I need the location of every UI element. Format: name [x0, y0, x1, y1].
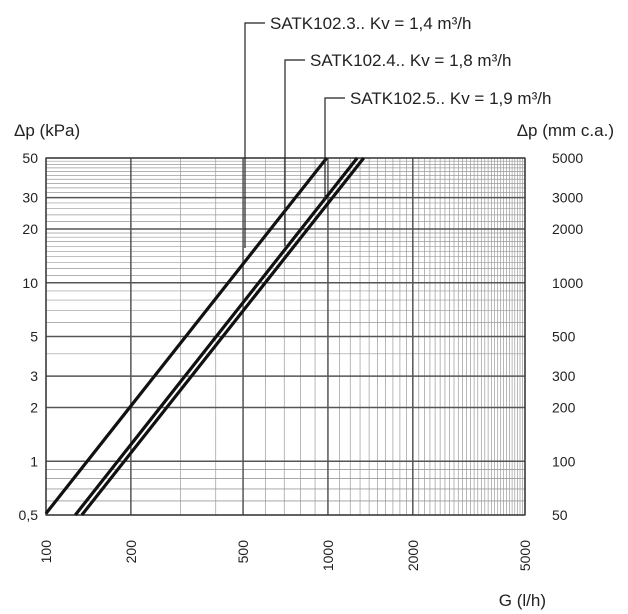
- y-tick-label-right: 5000: [552, 150, 583, 166]
- y-tick-label-left: 1: [30, 453, 38, 469]
- y-tick-label-left: 0,5: [19, 507, 39, 523]
- y-tick-label-left: 20: [22, 221, 38, 237]
- series-label-3: SATK102.5.. Kv = 1,9 m³/h: [350, 89, 551, 108]
- y-tick-label-right: 50: [552, 507, 568, 523]
- y-axis-label-left: Δp (kPa): [14, 121, 80, 140]
- y-tick-label-left: 3: [30, 368, 38, 384]
- x-tick-label: 5000: [517, 540, 533, 571]
- y-tick-label-right: 1000: [552, 275, 583, 291]
- callout-leader-3: [324, 97, 345, 200]
- x-axis-label: G (l/h): [499, 591, 546, 610]
- x-tick-label: 2000: [405, 540, 421, 571]
- x-tick-label: 500: [235, 540, 251, 564]
- chart-series: [44, 157, 366, 516]
- series-label-2: SATK102.4.. Kv = 1,8 m³/h: [310, 51, 511, 70]
- y-tick-label-left: 10: [22, 275, 38, 291]
- y-tick-label-left: 50: [22, 150, 38, 166]
- callout-leader-1: [244, 22, 265, 248]
- series-callouts: SATK102.3.. Kv = 1,4 m³/h SATK102.4.. Kv …: [244, 14, 551, 248]
- series-label-1: SATK102.3.. Kv = 1,4 m³/h: [270, 14, 471, 33]
- y-tick-label-right: 100: [552, 453, 576, 469]
- y-tick-label-left: 2: [30, 400, 38, 416]
- x-tick-label: 1000: [320, 540, 336, 571]
- callout-leader-2: [284, 59, 305, 246]
- x-tick-label: 200: [123, 540, 139, 564]
- x-tick-label: 100: [38, 540, 54, 564]
- y-tick-label-right: 3000: [552, 190, 583, 206]
- y-axis-label-right: Δp (mm c.a.): [517, 121, 614, 140]
- series-line-3: [80, 157, 366, 516]
- y-tick-label-right: 300: [552, 368, 576, 384]
- y-tick-label-right: 500: [552, 329, 576, 345]
- y-tick-label-left: 30: [22, 190, 38, 206]
- series-line-2: [74, 157, 359, 516]
- series-line-1: [44, 157, 328, 515]
- y-tick-label-right: 2000: [552, 221, 583, 237]
- y-tick-label-right: 200: [552, 400, 576, 416]
- y-tick-label-left: 5: [30, 329, 38, 345]
- axis-ticks: 0,5 50 1 100 2 200 3 300 5 500 10 1000 20 2000 30 3000 5…: [19, 150, 584, 571]
